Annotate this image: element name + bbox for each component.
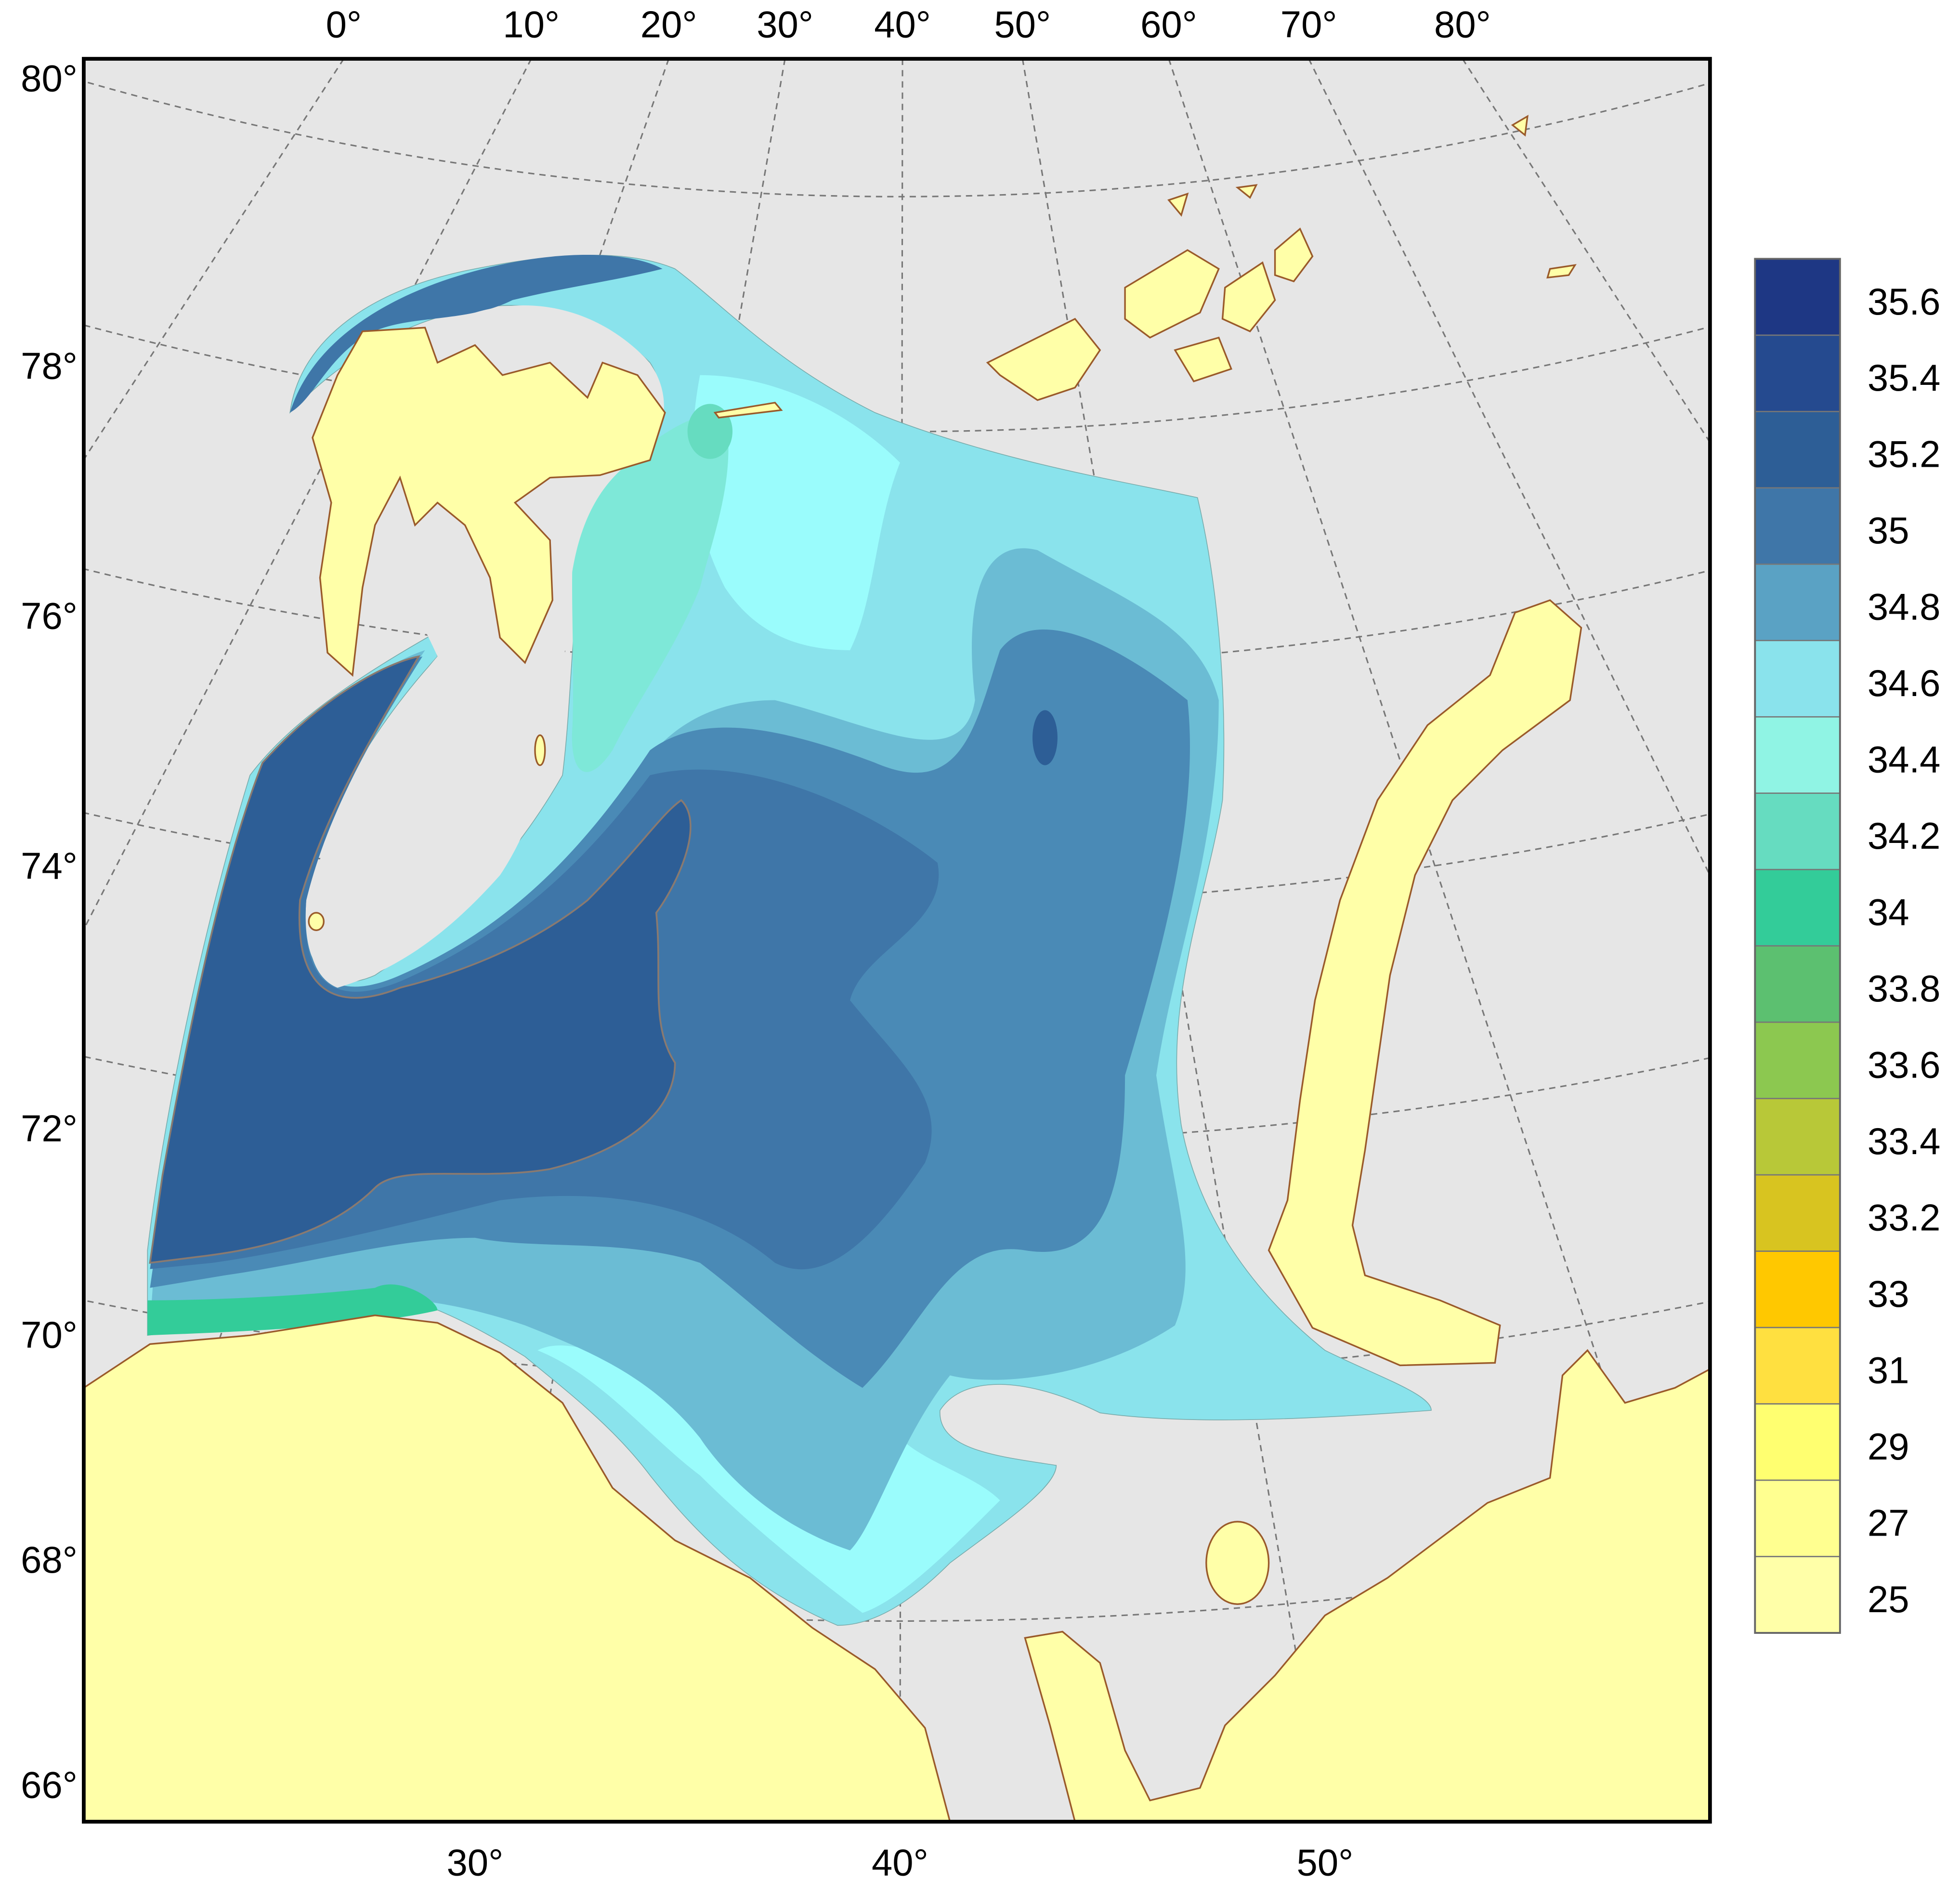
scandinavia-kola xyxy=(83,1315,951,1822)
colorbar-label: 35.6 xyxy=(1868,281,1941,323)
colorbar-cell xyxy=(1754,1098,1841,1176)
left-latitude-label: 76° xyxy=(21,595,78,637)
left-latitude-label: 74° xyxy=(21,846,78,887)
salinity-35.2-spot xyxy=(1032,710,1058,765)
colorbar-label: 34 xyxy=(1868,892,1909,933)
colorbar-label: 33.4 xyxy=(1868,1121,1941,1162)
kolguev-island xyxy=(1205,1521,1270,1605)
franz-josef-land xyxy=(986,115,1577,401)
colorbar-label: 25 xyxy=(1868,1579,1909,1620)
left-latitude-label: 72° xyxy=(21,1108,78,1150)
colorbar-cell xyxy=(1754,487,1841,565)
russian-mainland xyxy=(1024,1349,1710,1822)
top-longitude-label: 50° xyxy=(994,4,1051,46)
left-latitude-label: 78° xyxy=(21,345,78,387)
colorbar-label: 35.4 xyxy=(1868,357,1941,399)
colorbar-label: 29 xyxy=(1868,1426,1909,1468)
colorbar-label: 27 xyxy=(1868,1502,1909,1544)
colorbar-label: 33 xyxy=(1868,1274,1909,1315)
hopen xyxy=(534,734,546,766)
left-latitude-label: 80° xyxy=(21,58,78,99)
colorbar-cell xyxy=(1754,1174,1841,1252)
left-latitude-label: 68° xyxy=(21,1539,78,1581)
left-latitude-label: 66° xyxy=(21,1764,78,1806)
salinity-coastal-gradient xyxy=(147,1284,438,1336)
top-longitude-label: 30° xyxy=(757,4,813,46)
top-longitude-label: 20° xyxy=(640,4,697,46)
novaya-zemlya xyxy=(1267,599,1582,1367)
colorbar-cell xyxy=(1754,411,1841,489)
top-longitude-label: 10° xyxy=(503,4,560,46)
left-latitude-label: 70° xyxy=(21,1315,78,1356)
colorbar-cell xyxy=(1754,716,1841,794)
axis-labels: 0° 10° 20° 30° 40° 50° 60° 70° 80° 80° 78° 76° 74° 72… xyxy=(21,4,1491,1884)
map-frame xyxy=(82,57,1712,1824)
colorbar-label: 34.6 xyxy=(1868,663,1941,704)
salinity-34.4 xyxy=(572,412,729,772)
salinity-35.1 xyxy=(149,655,692,1264)
colorbar-cell xyxy=(1754,792,1841,870)
bear-island xyxy=(308,912,325,931)
salinity-34.6 xyxy=(692,375,900,650)
top-longitude-label: 80° xyxy=(1434,4,1491,46)
colorbar-label: 35 xyxy=(1868,510,1909,552)
colorbar: 35.6 35.4 35.2 35 34.8 34.6 34.4 34.2 34 33.8 33.6… xyxy=(1754,258,1941,1634)
colorbar-cell xyxy=(1754,945,1841,1023)
bottom-longitude-label: 40° xyxy=(872,1842,928,1883)
top-longitude-label: 0° xyxy=(326,4,362,46)
colorbar-cell xyxy=(1754,334,1841,412)
bottom-longitude-label: 30° xyxy=(446,1842,503,1883)
colorbar-label: 34.2 xyxy=(1868,815,1941,857)
colorbar-cell xyxy=(1754,564,1841,642)
colorbar-label: 33.2 xyxy=(1868,1197,1941,1239)
meridian-line xyxy=(83,59,345,461)
top-longitude-label: 70° xyxy=(1281,4,1337,46)
colorbar-cell xyxy=(1754,640,1841,718)
colorbar-cell xyxy=(1754,1479,1841,1557)
colorbar-cell xyxy=(1754,1250,1841,1328)
colorbar-cell xyxy=(1754,1403,1841,1481)
colorbar-label: 33.8 xyxy=(1868,968,1941,1010)
top-longitude-label: 40° xyxy=(874,4,931,46)
top-longitude-label: 60° xyxy=(1140,4,1197,46)
svalbard xyxy=(312,327,666,677)
colorbar-cell xyxy=(1754,868,1841,947)
colorbar-label: 34.4 xyxy=(1868,739,1941,781)
colorbar-label: 31 xyxy=(1868,1350,1909,1391)
colorbar-label: 34.8 xyxy=(1868,587,1941,628)
meridian-line xyxy=(1462,59,1710,444)
kvitoya xyxy=(713,402,783,419)
colorbar-label: 35.2 xyxy=(1868,434,1941,475)
colorbar-frame xyxy=(1754,258,1841,1634)
colorbar-cell xyxy=(1754,1556,1841,1634)
colorbar-cell xyxy=(1754,1327,1841,1405)
colorbar-cell xyxy=(1754,258,1841,336)
bottom-longitude-label: 50° xyxy=(1297,1842,1354,1883)
meridian-line xyxy=(1308,59,1710,877)
colorbar-label: 33.6 xyxy=(1868,1045,1941,1086)
colorbar-cell xyxy=(1754,1021,1841,1099)
